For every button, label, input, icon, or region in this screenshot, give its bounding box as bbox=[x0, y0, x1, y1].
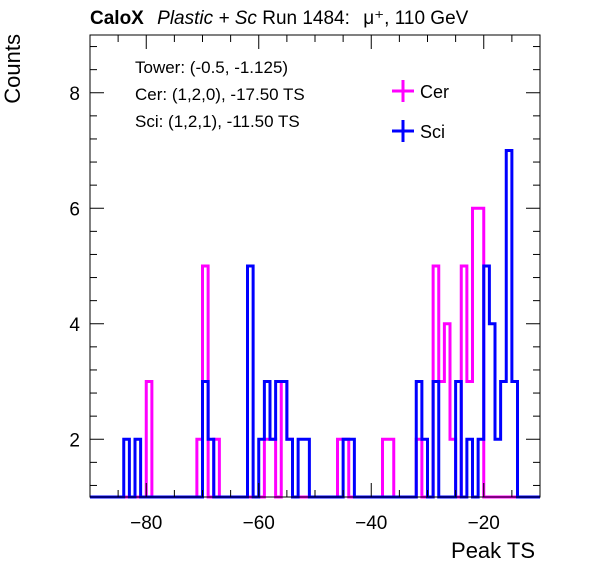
legend-entry-cer: Cer bbox=[392, 80, 449, 102]
y-tick-label: 2 bbox=[69, 430, 80, 451]
legend-entry-sci: Sci bbox=[392, 120, 445, 142]
legend-label-sci: Sci bbox=[420, 122, 445, 142]
header-material: Plastic + Sc bbox=[157, 8, 257, 29]
info-box: Tower: (-0.5, -1.125) Cer: (1,2,0), -17.… bbox=[135, 58, 305, 131]
header-brand: CaloX bbox=[90, 8, 144, 29]
info-line-cer: Cer: (1,2,0), -17.50 TS bbox=[135, 85, 305, 104]
legend-label-cer: Cer bbox=[420, 82, 449, 102]
info-line-tower: Tower: (-0.5, -1.125) bbox=[135, 58, 288, 77]
x-tick-label: −20 bbox=[468, 513, 500, 534]
header-run: Run 1484: bbox=[262, 8, 350, 29]
y-tick-label: 8 bbox=[69, 84, 80, 105]
axis-layer: −80 −60 −40 −20 2 4 6 8 bbox=[69, 34, 541, 534]
header-particle: μ⁺, 110 GeV bbox=[363, 8, 468, 29]
info-line-sci: Sci: (1,2,1), -11.50 TS bbox=[135, 112, 300, 131]
series-layer bbox=[90, 149, 540, 499]
x-tick-label: −40 bbox=[355, 513, 387, 534]
x-tick-label: −80 bbox=[130, 513, 162, 534]
x-axis-title: Peak TS bbox=[451, 538, 535, 563]
y-tick-label: 6 bbox=[69, 199, 80, 220]
legend: Cer Sci bbox=[392, 80, 449, 142]
chart-header: CaloX Plastic + Sc Run 1484: μ⁺, 110 GeV bbox=[90, 8, 469, 29]
y-axis-title: Counts bbox=[0, 34, 25, 104]
y-tick-label: 4 bbox=[69, 315, 80, 336]
x-tick-label: −60 bbox=[243, 513, 275, 534]
